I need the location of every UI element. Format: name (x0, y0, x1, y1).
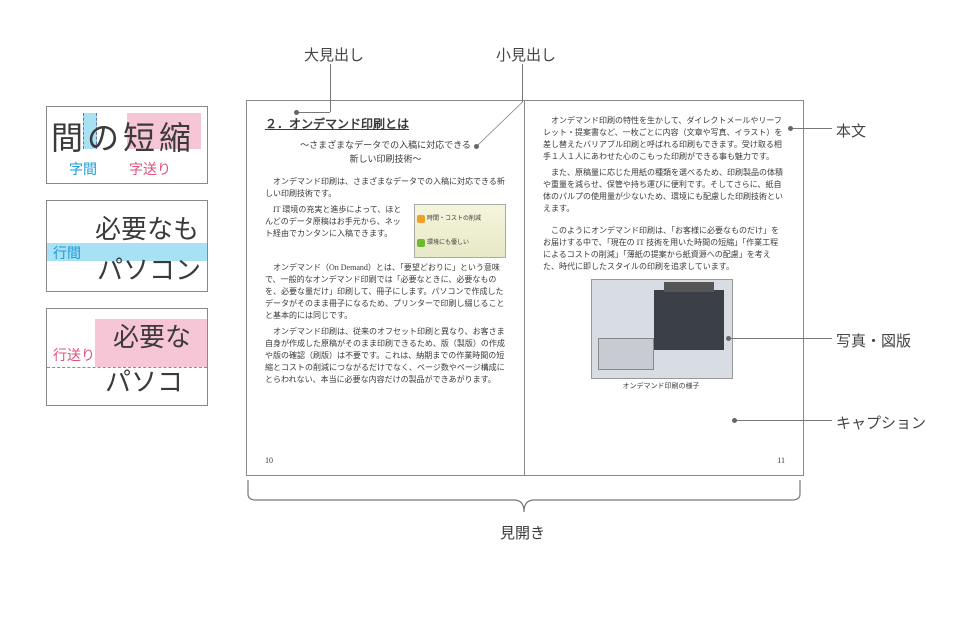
leader-line (522, 64, 523, 102)
bottom-brace (246, 478, 802, 518)
callout-caption: キャプション (836, 412, 926, 433)
label-jikan: 字間 (69, 159, 97, 179)
page-right: オンデマンド印刷の特性を生かして、ダイレクトメールやリーフレット・提案書など、一… (525, 101, 803, 475)
callout-large-heading: 大見出し (304, 44, 364, 65)
leader-dot (726, 336, 731, 341)
thumb-text: 環境にも優しい (427, 239, 469, 248)
typography-samples: 間の短縮 字間 字送り 必要なも 行間 パソコン 必要な 行送り パソコ (46, 106, 206, 422)
paragraph: オンデマンド（On Demand）とは、「要望どおりに」という意味で、一般的なオ… (265, 262, 506, 322)
paragraph: また、原稿量に応じた用紙の種類を選べるため、印刷製品の体積や重量を減らせ、保管や… (543, 167, 785, 215)
inline-figure: 時間・コストの削減 環境にも優しい (414, 204, 506, 258)
leader-line (736, 420, 832, 421)
paragraph: オンデマンド印刷は、従来のオフセット印刷と異なり、お客さま自身が作成した原稿がそ… (265, 326, 506, 386)
callout-photo: 写真・図版 (836, 330, 911, 351)
dot-icon (417, 215, 425, 223)
leader-dot (732, 418, 737, 423)
heading: ２．オンデマンド印刷とは (265, 115, 506, 133)
subheading: ～さまざまなデータでの入稿に対応できる新しい印刷技術～ (265, 139, 506, 166)
sample-line: 必要なも (95, 209, 199, 246)
page-left: ２．オンデマンド印刷とは ～さまざまなデータでの入稿に対応できる新しい印刷技術～… (247, 101, 525, 475)
dot-icon (417, 239, 425, 247)
page-number: 10 (265, 455, 273, 467)
paragraph: オンデマンド印刷の特性を生かして、ダイレクトメールやリーフレット・提案書など、一… (543, 115, 785, 163)
leader-line (792, 128, 832, 129)
photo-placeholder (591, 279, 733, 379)
tray-shape (598, 338, 654, 370)
callout-spread: 見開き (500, 522, 545, 543)
sample-letter-spacing: 間の短縮 字間 字送り (46, 106, 208, 184)
label-gyookuri: 行送り (53, 345, 95, 365)
sample-line: 必要な (113, 317, 191, 354)
sample-line-gap: 必要なも 行間 パソコン (46, 200, 208, 292)
paragraph: このようにオンデマンド印刷は、「お客様に必要なものだけ」をお届けする中で、「現在… (543, 225, 785, 273)
sample-line: パソコ (105, 362, 183, 399)
leader-line (730, 338, 832, 339)
label-gyokan: 行間 (53, 243, 81, 263)
sample-line: パソコン (97, 250, 201, 287)
sample-text: 間の短縮 (51, 113, 195, 159)
page-number: 11 (777, 455, 785, 467)
photo-caption: オンデマンド印刷の様子 (591, 381, 731, 392)
leader-dot (788, 126, 793, 131)
label-jiokuri: 字送り (129, 159, 171, 179)
thumb-text: 時間・コストの削減 (427, 215, 481, 224)
sample-line-feed: 必要な 行送り パソコ (46, 308, 208, 406)
book-spread: ２．オンデマンド印刷とは ～さまざまなデータでの入稿に対応できる新しい印刷技術～… (246, 100, 804, 476)
callout-small-heading: 小見出し (496, 44, 556, 65)
callout-body: 本文 (836, 120, 866, 141)
printer-shape (654, 290, 724, 350)
paragraph: オンデマンド印刷は、さまざまなデータでの入稿に対応できる新しい印刷技術です。 (265, 176, 506, 200)
